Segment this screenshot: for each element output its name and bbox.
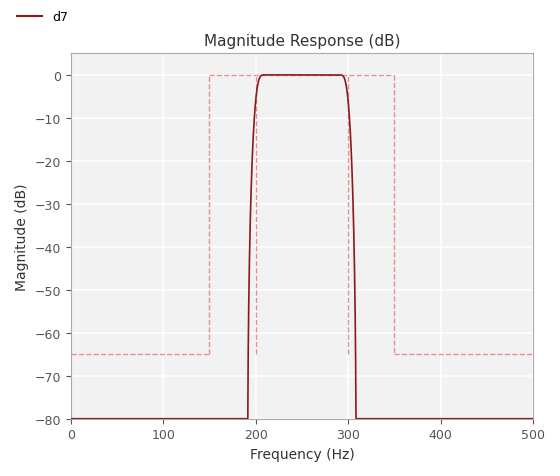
Title: Magnitude Response (dB): Magnitude Response (dB) bbox=[204, 34, 400, 49]
X-axis label: Frequency (Hz): Frequency (Hz) bbox=[250, 447, 354, 461]
Y-axis label: Magnitude (dB): Magnitude (dB) bbox=[15, 183, 29, 290]
Legend: d7: d7 bbox=[12, 6, 73, 29]
